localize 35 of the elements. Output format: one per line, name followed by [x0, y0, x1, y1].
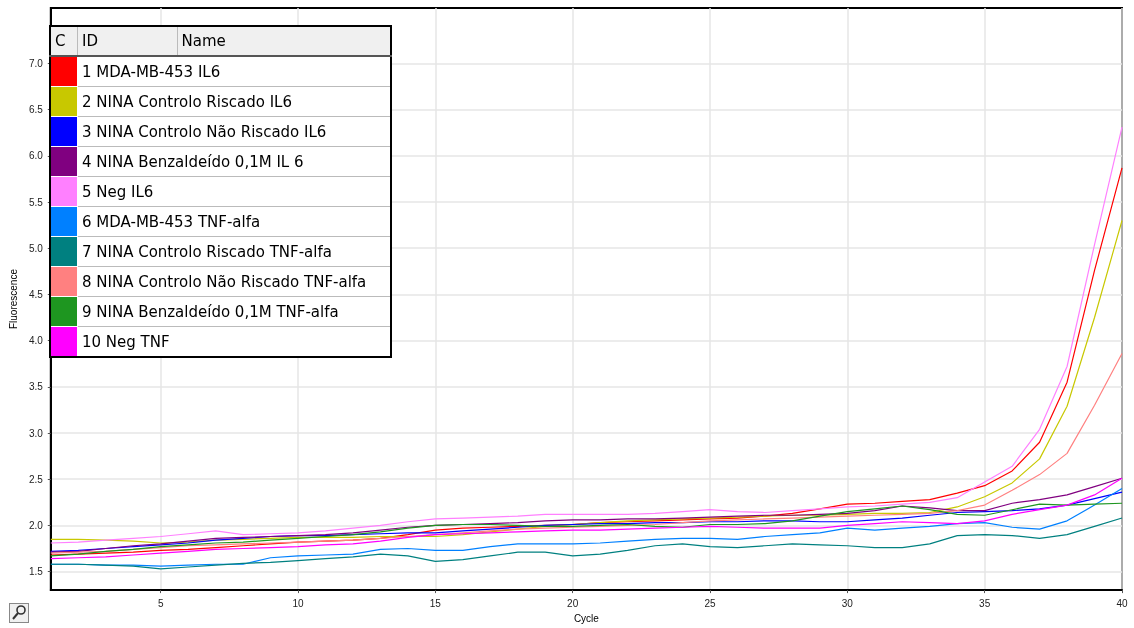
- y-tick-label: 4.5: [28, 288, 44, 300]
- y-tick-label: 3.5: [28, 381, 44, 393]
- legend-label: 5 Neg IL6: [77, 176, 392, 207]
- y-tick-label: 3.0: [28, 427, 44, 439]
- annotation: Name: [177, 26, 392, 56]
- x-tick-label: 30: [841, 597, 854, 609]
- x-tick-label: 5: [157, 597, 164, 609]
- x-tick-label: 20: [567, 597, 579, 609]
- x-axis-title: Cycle: [573, 612, 600, 624]
- legend-label: 9 NINA Benzaldeído 0,1M TNF-alfa: [77, 296, 392, 327]
- y-tick-label: 5.0: [28, 242, 44, 254]
- legend-label: 6 MDA-MB-453 TNF-alfa: [77, 206, 392, 237]
- legend-label: 10 Neg TNF: [77, 326, 392, 357]
- y-tick-label: 7.0: [28, 57, 44, 69]
- legend-label: 1 MDA-MB-453 IL6: [77, 56, 392, 87]
- y-axis-title: Fluorescence: [7, 268, 19, 330]
- legend-label: 8 NINA Controlo Não Riscado TNF-alfa: [77, 266, 392, 297]
- legend-label: 2 NINA Controlo Riscado IL6: [77, 86, 392, 117]
- x-tick-label: 25: [704, 597, 716, 609]
- y-tick-label: 2.5: [28, 473, 44, 485]
- annotation: ID: [77, 26, 178, 56]
- y-tick-label: 2.0: [28, 519, 44, 531]
- y-tick-label: 6.0: [28, 150, 44, 162]
- legend-label: 7 NINA Controlo Riscado TNF-alfa: [77, 236, 392, 267]
- legend-label: 3 NINA Controlo Não Riscado IL6: [77, 116, 392, 147]
- x-tick-label: 10: [292, 597, 304, 609]
- x-tick-label: 35: [979, 597, 991, 609]
- y-tick-label: 4.0: [28, 335, 44, 347]
- y-tick-label: 1.5: [28, 566, 44, 578]
- y-tick-label: 6.5: [28, 104, 44, 116]
- x-tick-label: 15: [429, 597, 442, 609]
- legend-label: 4 NINA Benzaldeído 0,1M IL 6: [77, 146, 392, 177]
- annotation: C: [50, 26, 78, 56]
- y-tick-label: 5.5: [28, 196, 44, 208]
- x-tick-label: 40: [1116, 597, 1128, 609]
